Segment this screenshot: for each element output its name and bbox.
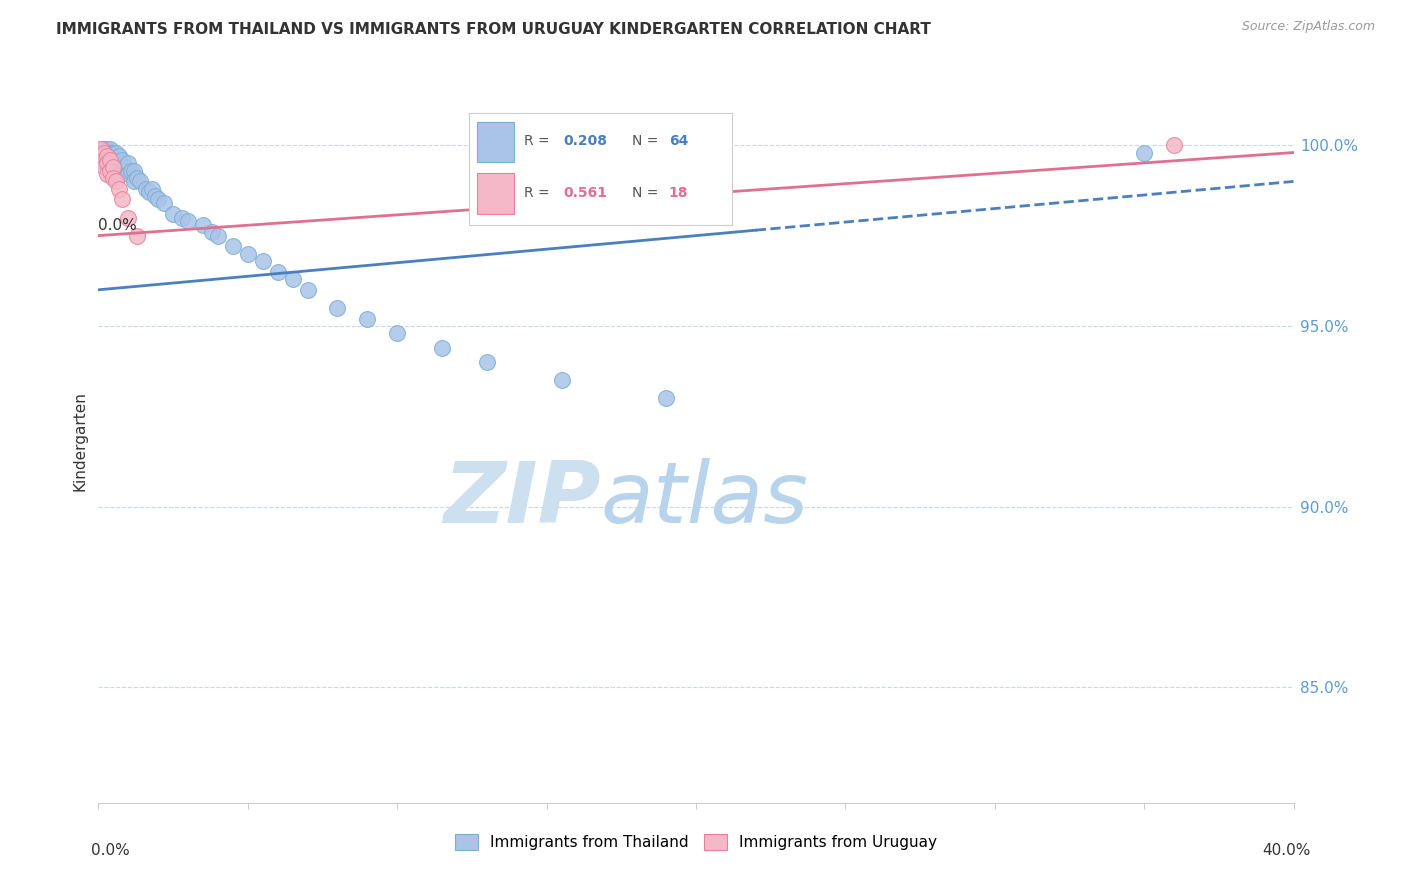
Point — [103, 153, 125, 167]
Point — [98, 156, 122, 170]
Point — [326, 301, 349, 315]
Point — [108, 182, 131, 196]
Point — [153, 196, 176, 211]
Text: 40.0%: 40.0% — [1263, 843, 1310, 858]
Text: 0.0%: 0.0% — [98, 218, 138, 233]
Point — [96, 153, 118, 167]
Text: ZIP: ZIP — [443, 458, 600, 541]
Point — [103, 170, 125, 185]
Point — [117, 156, 139, 170]
Point — [98, 149, 122, 163]
Point — [98, 163, 122, 178]
Point — [96, 149, 118, 163]
Legend: Immigrants from Thailand, Immigrants from Uruguay: Immigrants from Thailand, Immigrants fro… — [449, 829, 943, 856]
Point — [252, 254, 274, 268]
Point — [1133, 145, 1156, 160]
Point — [93, 156, 115, 170]
Point — [117, 167, 139, 181]
Point — [475, 355, 498, 369]
Point — [207, 228, 229, 243]
Point — [111, 193, 134, 207]
Point — [267, 265, 290, 279]
Point — [117, 211, 139, 225]
Point — [103, 160, 125, 174]
Point — [141, 182, 163, 196]
Point — [201, 225, 224, 239]
Point — [127, 170, 149, 185]
Point — [96, 145, 118, 160]
Point — [103, 160, 125, 174]
Point — [103, 145, 125, 160]
Text: IMMIGRANTS FROM THAILAND VS IMMIGRANTS FROM URUGUAY KINDERGARTEN CORRELATION CHA: IMMIGRANTS FROM THAILAND VS IMMIGRANTS F… — [56, 22, 931, 37]
Point — [162, 207, 184, 221]
Text: atlas: atlas — [600, 458, 808, 541]
Point — [281, 272, 304, 286]
Point — [108, 149, 131, 163]
Point — [356, 311, 378, 326]
Point — [177, 214, 200, 228]
Point — [1163, 138, 1185, 153]
Point — [90, 142, 112, 156]
Point — [90, 145, 112, 160]
Point — [114, 160, 136, 174]
Point — [143, 189, 166, 203]
Point — [127, 228, 149, 243]
Point — [111, 153, 134, 167]
Point — [148, 193, 170, 207]
Point — [108, 156, 131, 170]
Point — [98, 153, 122, 167]
Point — [105, 174, 128, 188]
Point — [93, 160, 115, 174]
Text: 0.0%: 0.0% — [91, 843, 131, 858]
Point — [93, 142, 115, 156]
Point — [236, 246, 259, 260]
Point — [135, 182, 157, 196]
Point — [90, 149, 112, 163]
Point — [98, 142, 122, 156]
Point — [120, 163, 142, 178]
Point — [90, 149, 112, 163]
Point — [96, 167, 118, 181]
Point — [96, 142, 118, 156]
Point — [108, 167, 131, 181]
Point — [124, 174, 146, 188]
Point — [93, 153, 115, 167]
Y-axis label: Kindergarten: Kindergarten — [72, 392, 87, 491]
Point — [191, 218, 214, 232]
Point — [98, 160, 122, 174]
Point — [297, 283, 319, 297]
Point — [655, 391, 678, 405]
Point — [430, 341, 453, 355]
Point — [550, 373, 572, 387]
Text: Source: ZipAtlas.com: Source: ZipAtlas.com — [1241, 20, 1375, 33]
Point — [138, 186, 160, 200]
Point — [93, 145, 115, 160]
Point — [105, 153, 128, 167]
Point — [98, 167, 122, 181]
Point — [96, 149, 118, 163]
Point — [385, 326, 409, 341]
Point — [124, 163, 146, 178]
Point — [98, 145, 122, 160]
Point — [111, 163, 134, 178]
Point — [105, 145, 128, 160]
Point — [93, 149, 115, 163]
Point — [129, 174, 152, 188]
Point — [93, 145, 115, 160]
Point — [105, 163, 128, 178]
Point — [222, 239, 245, 253]
Point — [93, 153, 115, 167]
Point — [96, 156, 118, 170]
Point — [172, 211, 194, 225]
Point — [96, 160, 118, 174]
Point — [90, 142, 112, 156]
